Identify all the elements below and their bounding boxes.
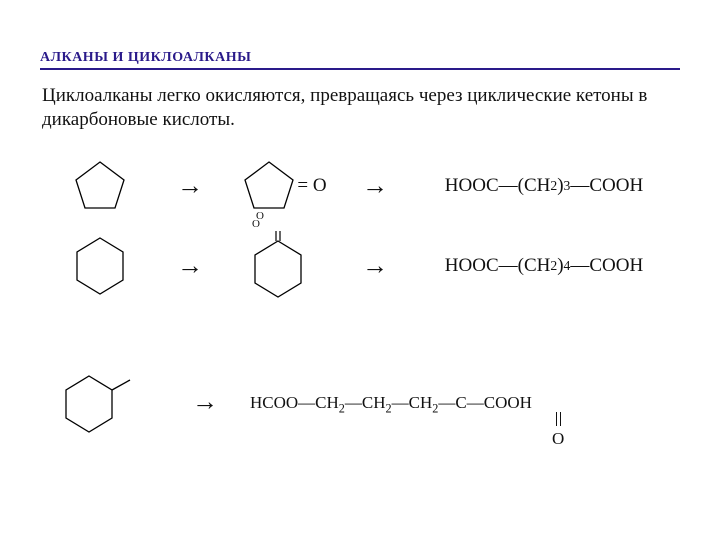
cyclopentanone-struct: = О O <box>220 158 350 214</box>
subscript: 4 <box>564 258 571 274</box>
arrow-icon: → <box>350 171 400 201</box>
reaction-row-2: → O → HOOC—(CH2)4—COOH <box>40 230 680 302</box>
oxygen-small-label: O <box>252 218 260 230</box>
arrow-icon: → <box>350 251 400 281</box>
subscript: 2 <box>432 401 438 415</box>
oxygen-label: O <box>552 430 564 449</box>
formula-part: CH <box>315 393 339 412</box>
formula-part: (CH <box>518 175 551 197</box>
formula-part: CH <box>409 393 433 412</box>
glutaric-acid-formula: HOOC—(CH2)3—COOH <box>400 175 680 197</box>
formula-part: HCOO <box>250 393 298 412</box>
reaction-row-3: → HCOO—CH2—CH2—CH2—C—COOH O <box>40 342 680 462</box>
methylcyclohexane-struct <box>40 366 160 438</box>
subscript: 2 <box>550 258 557 274</box>
formula-part: COOH <box>589 255 643 277</box>
subscript: 2 <box>550 178 557 194</box>
formula-part: C <box>455 393 466 412</box>
cyclohexane-struct <box>40 234 160 298</box>
formula-part: HOOC <box>445 255 499 277</box>
cyclopentane-struct <box>40 158 160 214</box>
formula-part: (CH <box>518 255 551 277</box>
subscript: 2 <box>386 401 392 415</box>
arrow-icon: → <box>160 171 220 201</box>
reaction-schemes: → = О O → HOOC—(CH2)3—COOH → <box>40 150 680 462</box>
formula-part: COOH <box>484 393 532 412</box>
carbonyl-group: O <box>552 412 564 449</box>
formula-part: CH <box>362 393 386 412</box>
arrow-icon: → <box>160 251 220 281</box>
formula-part: COOH <box>589 175 643 197</box>
cyclohexanone-struct: O <box>220 231 350 301</box>
keto-acid-formula: HCOO—CH2—CH2—CH2—C—COOH O <box>250 394 532 416</box>
intro-text: Циклоалканы легко окисляются, превращаяс… <box>42 84 680 132</box>
adipic-acid-formula: HOOC—(CH2)4—COOH <box>400 255 680 277</box>
reaction-row-1: → = О O → HOOC—(CH2)3—COOH <box>40 150 680 222</box>
ketone-label: = О <box>297 175 326 197</box>
subscript: 2 <box>339 401 345 415</box>
section-header: АЛКАНЫ И ЦИКЛОАЛКАНЫ <box>40 50 680 70</box>
arrow-icon: → <box>160 387 250 417</box>
subscript: 3 <box>564 178 571 194</box>
formula-part: HOOC <box>445 175 499 197</box>
